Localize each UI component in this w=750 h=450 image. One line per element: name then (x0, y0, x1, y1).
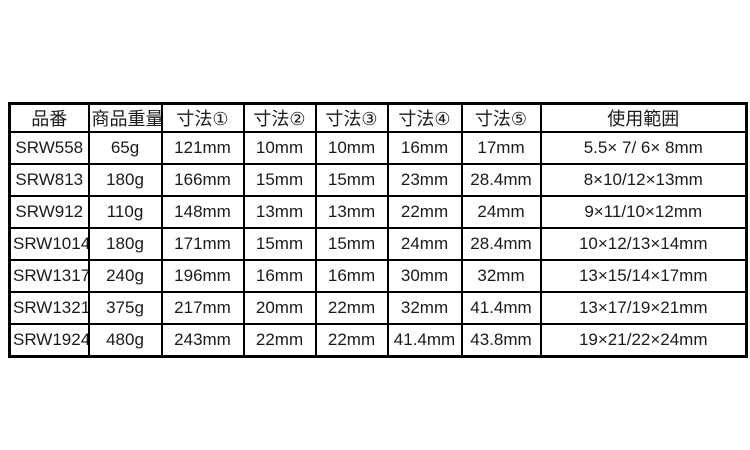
table-row: SRW558 65g 121mm 10mm 10mm 16mm 17mm 5.5… (8, 131, 748, 165)
cell-dim1: 166mm (160, 162, 245, 197)
cell-dim4: 23mm (386, 162, 463, 197)
cell-dim1: 217mm (160, 290, 245, 325)
cell-dim5: 32mm (460, 258, 542, 293)
cell-usage-range: 8×10/12×13mm (539, 162, 748, 197)
header-row: 品番 商品重量 寸法① 寸法② 寸法③ 寸法④ 寸法⑤ 使用範囲 (8, 102, 748, 133)
cell-dim2: 22mm (242, 322, 317, 358)
cell-dim1: 171mm (160, 226, 245, 261)
cell-part-number: SRW912 (8, 194, 90, 229)
cell-dim1: 196mm (160, 258, 245, 293)
cell-usage-range: 13×15/14×17mm (539, 258, 748, 293)
cell-usage-range: 13×17/19×21mm (539, 290, 748, 325)
cell-usage-range: 19×21/22×24mm (539, 322, 748, 358)
cell-dim2: 20mm (242, 290, 317, 325)
product-spec-table: 品番 商品重量 寸法① 寸法② 寸法③ 寸法④ 寸法⑤ 使用範囲 SRW558 … (8, 102, 748, 358)
cell-dim4: 41.4mm (386, 322, 463, 358)
cell-part-number: SRW1317 (8, 258, 90, 293)
cell-dim3: 15mm (314, 162, 389, 197)
cell-weight: 240g (87, 258, 163, 293)
cell-dim5: 41.4mm (460, 290, 542, 325)
column-header-usage-range: 使用範囲 (539, 102, 748, 133)
table-row: SRW1321 375g 217mm 20mm 22mm 32mm 41.4mm… (8, 290, 748, 325)
cell-usage-range: 10×12/13×14mm (539, 226, 748, 261)
cell-dim1: 243mm (160, 322, 245, 358)
cell-usage-range: 9×11/10×12mm (539, 194, 748, 229)
cell-dim3: 16mm (314, 258, 389, 293)
cell-dim5: 17mm (460, 131, 542, 165)
cell-dim4: 30mm (386, 258, 463, 293)
cell-dim4: 32mm (386, 290, 463, 325)
cell-dim3: 10mm (314, 131, 389, 165)
column-header-dimension-4: 寸法④ (386, 102, 463, 133)
cell-part-number: SRW1924 (8, 322, 90, 358)
cell-weight: 180g (87, 226, 163, 261)
cell-dim4: 16mm (386, 131, 463, 165)
cell-usage-range: 5.5× 7/ 6× 8mm (539, 131, 748, 165)
table-row: SRW1317 240g 196mm 16mm 16mm 30mm 32mm 1… (8, 258, 748, 293)
column-header-dimension-3: 寸法③ (314, 102, 389, 133)
cell-part-number: SRW558 (8, 131, 90, 165)
table-row: SRW1924 480g 243mm 22mm 22mm 41.4mm 43.8… (8, 322, 748, 358)
cell-dim1: 121mm (160, 131, 245, 165)
cell-dim5: 43.8mm (460, 322, 542, 358)
cell-dim3: 22mm (314, 290, 389, 325)
cell-dim5: 28.4mm (460, 226, 542, 261)
cell-dim2: 13mm (242, 194, 317, 229)
cell-dim2: 16mm (242, 258, 317, 293)
cell-part-number: SRW1014 (8, 226, 90, 261)
cell-weight: 180g (87, 162, 163, 197)
table-row: SRW813 180g 166mm 15mm 15mm 23mm 28.4mm … (8, 162, 748, 197)
column-header-dimension-5: 寸法⑤ (460, 102, 542, 133)
cell-dim3: 15mm (314, 226, 389, 261)
cell-dim2: 10mm (242, 131, 317, 165)
column-header-dimension-1: 寸法① (160, 102, 245, 133)
column-header-dimension-2: 寸法② (242, 102, 317, 133)
cell-weight: 110g (87, 194, 163, 229)
cell-dim4: 22mm (386, 194, 463, 229)
cell-weight: 480g (87, 322, 163, 358)
column-header-product-weight: 商品重量 (87, 102, 163, 133)
cell-weight: 65g (87, 131, 163, 165)
cell-part-number: SRW813 (8, 162, 90, 197)
table-row: SRW912 110g 148mm 13mm 13mm 22mm 24mm 9×… (8, 194, 748, 229)
cell-dim5: 28.4mm (460, 162, 542, 197)
cell-dim3: 22mm (314, 322, 389, 358)
cell-part-number: SRW1321 (8, 290, 90, 325)
cell-dim5: 24mm (460, 194, 542, 229)
table-row: SRW1014 180g 171mm 15mm 15mm 24mm 28.4mm… (8, 226, 748, 261)
cell-dim3: 13mm (314, 194, 389, 229)
cell-dim1: 148mm (160, 194, 245, 229)
column-header-part-number: 品番 (8, 102, 90, 133)
cell-dim2: 15mm (242, 162, 317, 197)
cell-weight: 375g (87, 290, 163, 325)
cell-dim4: 24mm (386, 226, 463, 261)
cell-dim2: 15mm (242, 226, 317, 261)
